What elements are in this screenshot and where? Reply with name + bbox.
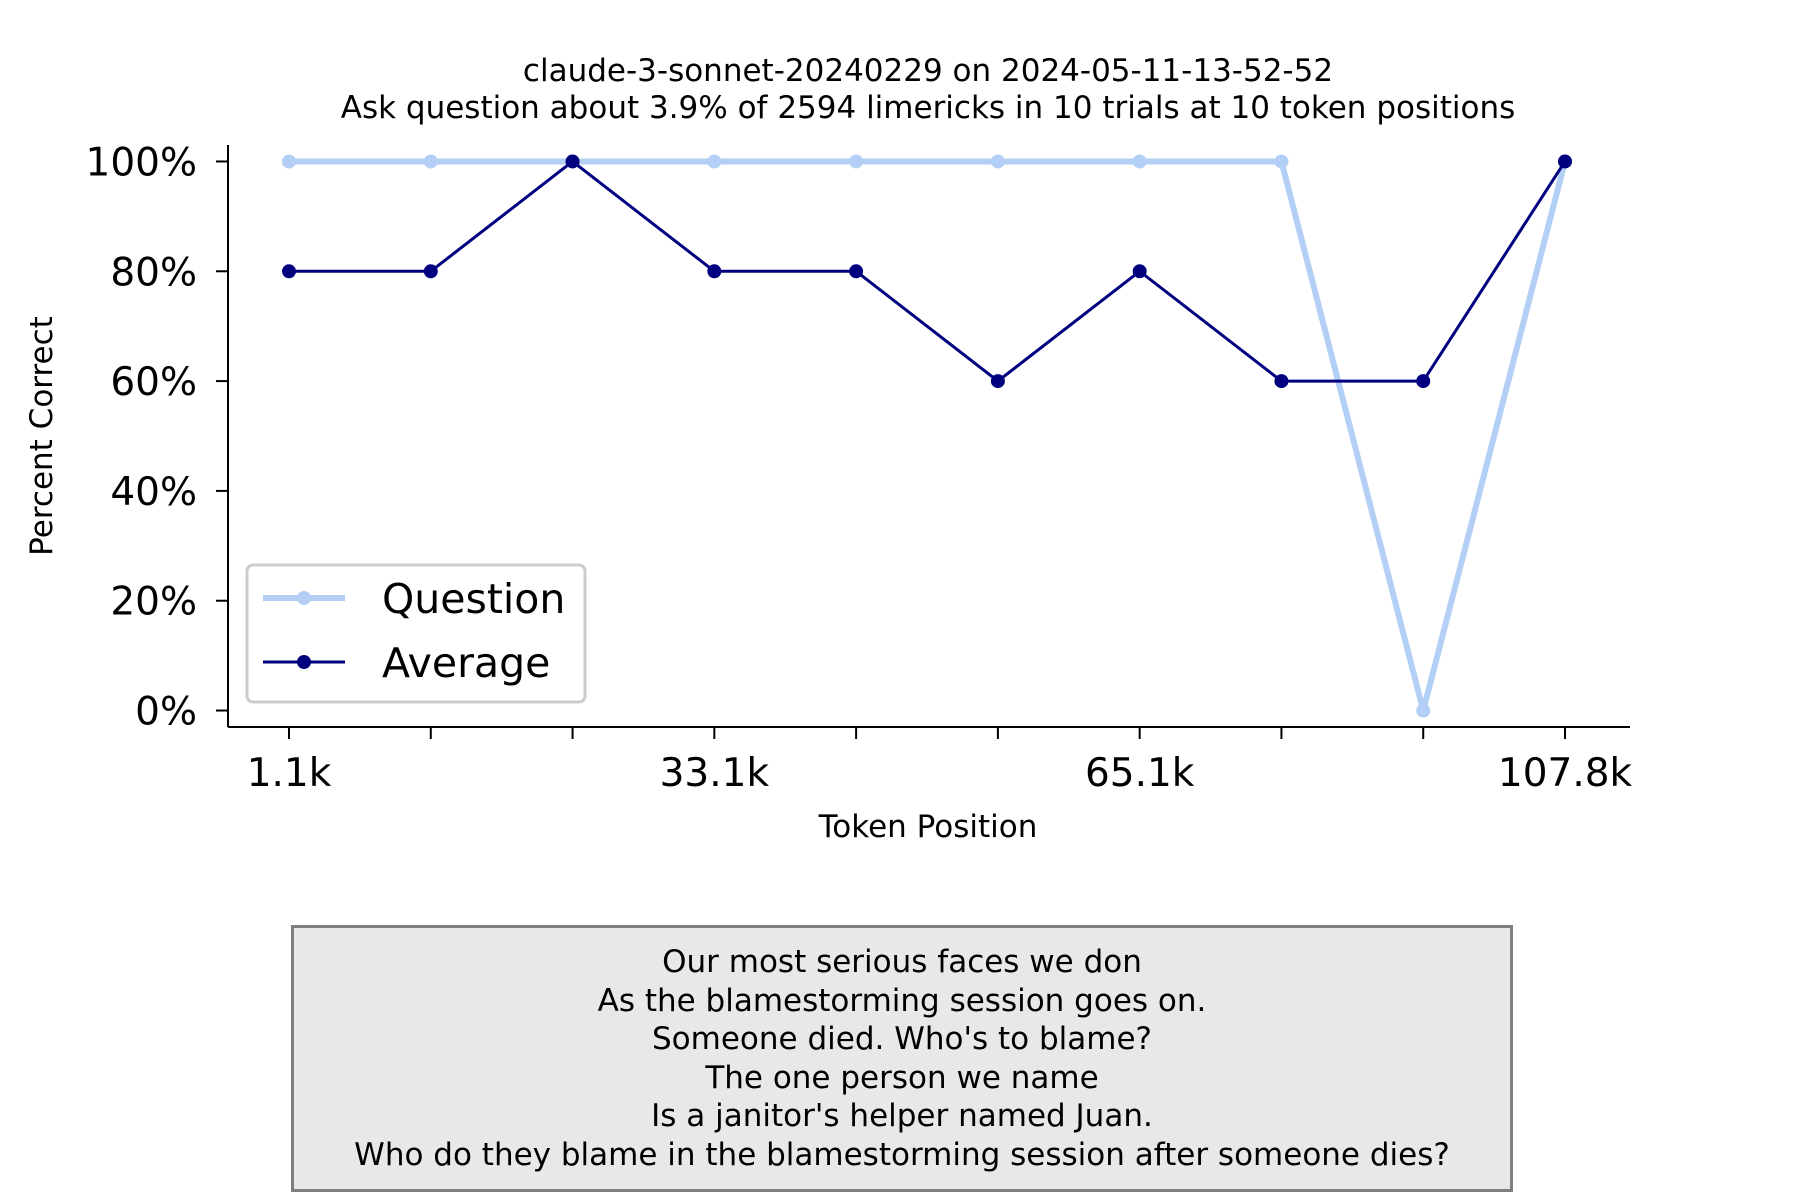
x-tick-label: 107.8k <box>1498 751 1633 796</box>
data-point-question <box>282 154 296 169</box>
limerick-line: The one person we name <box>705 1059 1099 1096</box>
legend-label-question: Question <box>382 575 565 623</box>
y-tick-label: 80% <box>110 250 197 295</box>
y-tick-label: 60% <box>110 360 197 405</box>
series-line-average <box>289 159 1567 383</box>
data-point-average <box>1132 264 1147 279</box>
data-point-average <box>423 264 438 279</box>
data-point-question <box>707 154 722 169</box>
series-layer <box>282 154 1572 718</box>
data-point-average <box>707 264 722 279</box>
y-ticks: 0% 20% 40% 60% 80% 100% <box>86 140 228 735</box>
y-axis-label: Percent Correct <box>24 316 60 556</box>
data-point-average <box>1274 374 1289 389</box>
chart-subtitle: Ask question about 3.9% of 2594 limerick… <box>341 90 1516 126</box>
x-ticks: 1.1k 33.1k 65.1k 107.8k <box>247 727 1633 796</box>
data-point-average <box>990 374 1005 389</box>
limerick-text-box: Our most serious faces we don As the bla… <box>291 925 1513 1192</box>
legend-entry-average: Average <box>263 639 550 687</box>
series-line-question <box>289 158 1568 714</box>
x-tick-label: 65.1k <box>1085 751 1195 796</box>
data-point-question <box>849 154 864 169</box>
data-point-average <box>1558 154 1572 169</box>
limerick-line: Our most serious faces we don <box>662 944 1142 980</box>
question-line: Who do they blame in the blamestorming s… <box>354 1136 1450 1173</box>
data-point-question <box>423 154 438 169</box>
x-axis-label: Token Position <box>818 809 1038 845</box>
data-point-question <box>1274 154 1289 169</box>
chart-title: claude-3-sonnet-20240229 on 2024-05-11-1… <box>523 53 1333 89</box>
data-point-average <box>849 264 864 279</box>
limerick-line: Is a janitor's helper named Juan. <box>651 1098 1153 1134</box>
y-tick-label: 40% <box>110 470 197 515</box>
x-tick-label: 1.1k <box>247 751 332 796</box>
legend-label-average: Average <box>382 639 550 687</box>
legend-marker-average <box>297 655 311 669</box>
limerick-line: Someone died. Who's to blame? <box>652 1021 1152 1057</box>
legend-entry-question: Question <box>263 575 565 623</box>
data-point-average <box>282 264 296 279</box>
y-tick-label: 0% <box>135 690 197 735</box>
data-point-average <box>565 154 580 169</box>
data-point-question <box>1132 154 1147 169</box>
data-point-question <box>990 154 1005 169</box>
data-point-average <box>1416 374 1431 389</box>
data-point-question <box>1416 703 1431 718</box>
line-chart: claude-3-sonnet-20240229 on 2024-05-11-1… <box>24 53 1633 845</box>
y-tick-label: 20% <box>110 580 197 625</box>
axes <box>227 145 1630 728</box>
limerick-line: As the blamestorming session goes on. <box>597 982 1207 1019</box>
y-tick-label: 100% <box>86 140 198 185</box>
legend: Question Average <box>245 563 587 704</box>
legend-marker-question <box>297 591 311 605</box>
x-tick-label: 33.1k <box>660 751 770 796</box>
